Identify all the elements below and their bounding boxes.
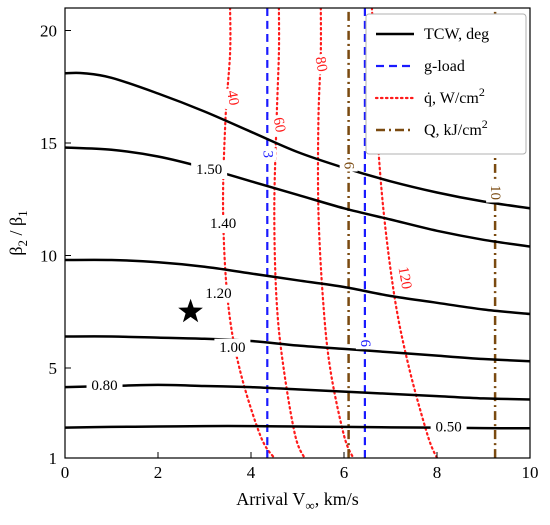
x-tick-label: 4: [247, 463, 256, 482]
tcw-label-1.40-bg: [205, 215, 242, 233]
heatflux-contour-60: [273, 8, 306, 458]
tcw-label-1.20: 1.20: [205, 286, 231, 302]
tcw-label-1.50: 1.50: [196, 162, 222, 178]
tcw-contour-1.40: [65, 258, 530, 316]
x-tick-label: 8: [433, 463, 442, 482]
tcw-label-0.80-bg: [86, 377, 123, 395]
legend-box: [365, 13, 527, 155]
y-axis-label: β2 / β1: [6, 210, 30, 255]
tcw-label-1.20-bg: [200, 284, 237, 303]
legend-label-dashdot: Q, kJ/cm2: [424, 117, 488, 139]
heatflux-label-60: 60: [270, 116, 288, 134]
tcw-label-1.00-bg: [214, 338, 251, 357]
heatflux-label-120-bg: [393, 262, 416, 294]
tcw-contour-1.50: [65, 146, 530, 248]
heatflux-label-60-bg: [268, 113, 290, 137]
y-tick-label: 10: [40, 247, 57, 266]
legend-label-solid: TCW, deg: [424, 26, 489, 43]
heatflux-label-120: 120: [395, 266, 415, 291]
tcw-label-0.50-bg: [430, 418, 467, 437]
y-tick-label: 5: [49, 359, 58, 378]
star-marker: [178, 298, 203, 323]
x-axis-label: Arrival V∞, km/s: [236, 489, 358, 513]
x-tick-label: 2: [154, 463, 163, 482]
tcw-contour-1.20: [65, 335, 530, 363]
tcw-label-0.80: 0.80: [91, 378, 117, 394]
heatload-label-6-bg: [339, 159, 358, 172]
y-tick-label: 1: [49, 449, 58, 468]
x-tick-label: 0: [61, 463, 70, 482]
heatflux-contour-40: [221, 8, 276, 458]
gload-label-3: 3: [259, 151, 275, 159]
heatload-label-6: 6: [341, 162, 357, 170]
heatflux-label-80: 80: [312, 55, 330, 73]
gload-label-6: 6: [357, 340, 373, 348]
x-tick-label: 6: [340, 463, 349, 482]
heatflux-label-80-bg: [310, 52, 332, 76]
tcw-contour-1.00: [65, 383, 530, 401]
legend: TCW, deg g-load q̇, W/cm2 Q, kJ/cm2: [365, 13, 527, 155]
x-tick-label: 10: [522, 463, 539, 482]
legend-label-dashed: g-load: [424, 58, 465, 75]
heatload-label-10-bg: [486, 182, 505, 203]
heatload-label-10: 10: [487, 185, 503, 200]
tcw-label-1.50-bg: [191, 161, 228, 179]
y-tick-label: 15: [40, 134, 57, 153]
heatflux-label-40: 40: [223, 89, 241, 107]
y-tick-label: 20: [40, 22, 57, 41]
gload-label-6-bg: [355, 337, 374, 350]
gload-label-3-bg: [258, 148, 277, 161]
tcw-label-1.40: 1.40: [210, 216, 236, 232]
heatflux-label-40-bg: [221, 86, 243, 110]
plot-frame: [64, 7, 531, 459]
legend-label-dotted: q̇, W/cm2: [424, 85, 485, 107]
plot-labels: 40 60 80 120 6 10 3 6 1.50 1.40 1.20 1.00 0.80 0.50: [86, 52, 505, 437]
tcw-label-1.00: 1.00: [219, 340, 245, 356]
tcw-contour-top: [65, 71, 530, 210]
tcw-label-0.50: 0.50: [436, 420, 462, 436]
